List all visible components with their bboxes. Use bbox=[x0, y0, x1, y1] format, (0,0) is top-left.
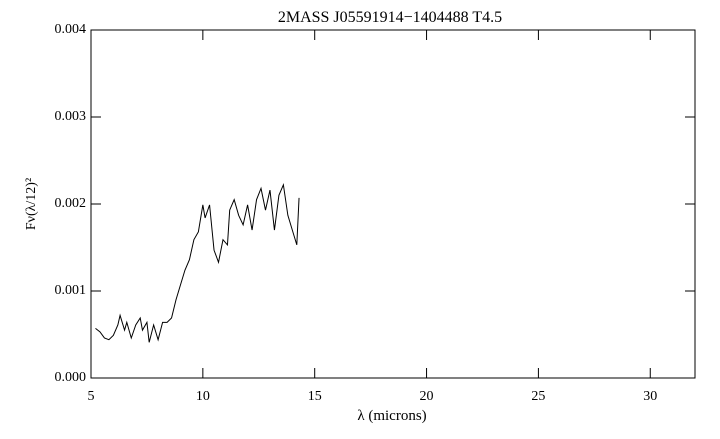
y-tick-label: 0.001 bbox=[55, 283, 87, 298]
y-tick-label: 0.000 bbox=[55, 370, 87, 385]
spectrum-line bbox=[95, 183, 300, 343]
x-tick-label: 15 bbox=[308, 389, 322, 404]
y-tick-label: 0.003 bbox=[55, 109, 87, 124]
x-axis-title: λ (microns) bbox=[357, 408, 426, 424]
x-tick-label: 20 bbox=[420, 389, 434, 404]
x-tick-label: 10 bbox=[196, 389, 210, 404]
y-axis-title: Fν(λ/12)² bbox=[24, 178, 39, 230]
y-tick-label: 0.002 bbox=[55, 196, 87, 211]
x-tick-label: 5 bbox=[88, 389, 95, 404]
y-tick-label: 0.004 bbox=[55, 22, 87, 37]
x-tick-label: 25 bbox=[531, 389, 545, 404]
x-tick-label: 30 bbox=[643, 389, 657, 404]
chart-title: 2MASS J05591914−1404488 T4.5 bbox=[278, 9, 502, 26]
